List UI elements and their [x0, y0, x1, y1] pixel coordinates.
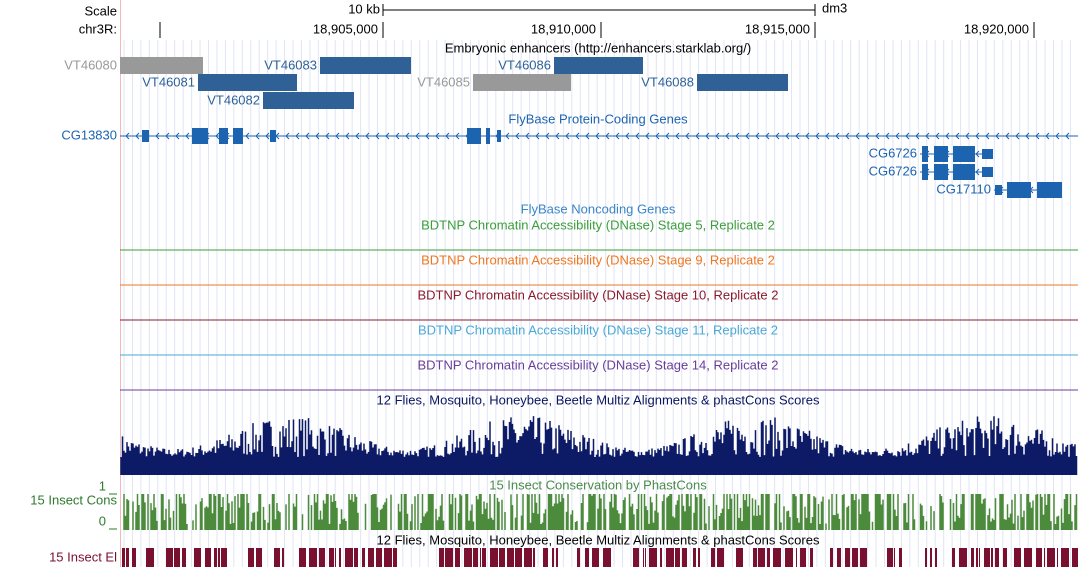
track-title: FlyBase Noncoding Genes [521, 201, 676, 216]
exon [486, 128, 490, 144]
axis-min: 0 [99, 513, 106, 528]
enhancer-label: VT46085 [417, 74, 470, 89]
exon [934, 164, 948, 180]
exon [219, 128, 228, 144]
exon [922, 146, 928, 162]
exon [1007, 182, 1031, 198]
enhancer-label: VT46088 [641, 74, 694, 89]
gene-label: CG6726 [869, 163, 917, 178]
multiz-histogram [120, 416, 1078, 475]
chrom-label: chr3R: [79, 21, 117, 36]
track-title: BDTNP Chromatin Accessibility (DNase) St… [421, 252, 775, 267]
track-title: Embryonic enhancers (http://enhancers.st… [445, 40, 751, 55]
ruler-position: 18,915,000 [745, 21, 810, 36]
track-title: 12 Flies, Mosquito, Honeybee, Beetle Mul… [377, 532, 820, 547]
assembly: dm3 [822, 0, 847, 15]
exon [1037, 182, 1062, 198]
enhancer-label: VT46081 [142, 74, 195, 89]
exon [192, 128, 208, 144]
scale-size: 10 kb [348, 1, 380, 16]
ruler-position: 18,910,000 [531, 21, 596, 36]
conserved-elements [122, 548, 1078, 567]
grid [123, 40, 1071, 567]
enhancer [697, 74, 788, 91]
enhancer-label: VT46082 [207, 92, 260, 107]
track-title: BDTNP Chromatin Accessibility (DNase) St… [418, 322, 778, 337]
gene-label: CG17110 [936, 181, 991, 196]
ruler-position: 18,905,000 [313, 21, 378, 36]
track-label: 15 Insect Cons [30, 492, 117, 507]
track-title: BDTNP Chromatin Accessibility (DNase) St… [417, 287, 778, 302]
track-title: FlyBase Protein-Coding Genes [508, 111, 688, 126]
gene-label: CG13830 [61, 127, 117, 142]
scale-bar [382, 4, 816, 16]
scale-label: Scale [84, 3, 117, 18]
track-title: 12 Flies, Mosquito, Honeybee, Beetle Mul… [377, 392, 820, 407]
cons-histogram [123, 494, 1078, 530]
axis-max: 1 [99, 478, 106, 493]
exon [270, 130, 276, 142]
enhancer [554, 57, 643, 74]
exon [982, 149, 993, 159]
exon [497, 130, 501, 142]
enhancer-label: VT46080 [64, 57, 117, 72]
track-title: 15 Insect Conservation by PhastCons [489, 477, 707, 492]
exon [982, 167, 993, 177]
track-title: BDTNP Chromatin Accessibility (DNase) St… [417, 357, 778, 372]
exon [142, 130, 149, 142]
enhancer-label: VT46086 [498, 57, 551, 72]
track-title: BDTNP Chromatin Accessibility (DNase) St… [421, 217, 775, 232]
enhancer [320, 57, 411, 74]
exon [953, 164, 975, 180]
axis-ticks [109, 493, 117, 530]
enhancer [473, 74, 571, 91]
exon [934, 146, 948, 162]
enhancer-label: VT46083 [264, 57, 317, 72]
enhancer [120, 57, 203, 74]
exon [922, 164, 928, 180]
exon [233, 128, 243, 144]
exon [467, 128, 481, 144]
exon [953, 146, 975, 162]
ruler-position: 18,920,000 [964, 21, 1029, 36]
enhancer [263, 92, 354, 109]
enhancer [198, 74, 297, 91]
track-label: 15 Insect El [49, 549, 117, 564]
exon [995, 185, 1002, 195]
gene-label: CG6726 [869, 145, 917, 160]
